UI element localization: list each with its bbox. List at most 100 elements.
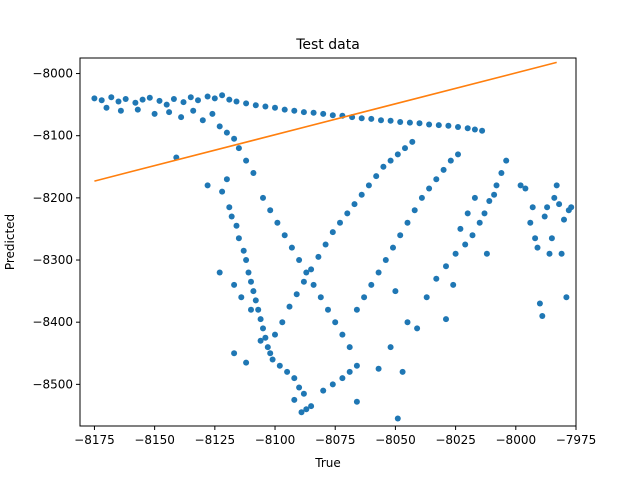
scatter-point (228, 213, 235, 220)
x-tick-label: −8100 (255, 433, 296, 447)
scatter-point (368, 115, 375, 122)
scatter-point (320, 387, 327, 394)
scatter-point (387, 344, 394, 351)
scatter-point (223, 176, 230, 183)
scatter-point (358, 191, 365, 198)
y-tick-label: −8000 (32, 67, 73, 81)
scatter-point (170, 96, 177, 102)
scatter-point (450, 281, 457, 288)
scatter-point (231, 135, 238, 142)
scatter-point (284, 368, 291, 375)
scatter-point (539, 313, 546, 319)
x-axis: −8175 −8150 −8125 −8100 −8075 −8050 −8025 −8000… (74, 426, 596, 447)
scatter-point (303, 269, 310, 276)
scatter-point (315, 253, 322, 260)
x-tick-label: −8150 (134, 433, 175, 447)
scatter-point (231, 281, 238, 288)
scatter-points (91, 92, 575, 422)
scatter-point (455, 124, 461, 130)
scatter-point (455, 151, 461, 158)
scatter-point (558, 250, 565, 257)
x-tick-label: −8125 (195, 433, 236, 447)
scatter-point (435, 122, 442, 129)
y-tick-label: −8200 (32, 191, 73, 205)
scatter-point (264, 344, 271, 351)
scatter-point (310, 109, 317, 116)
scatter-point (219, 92, 226, 99)
scatter-point (346, 344, 353, 351)
scatter-point (317, 294, 324, 301)
scatter-point (382, 257, 389, 263)
scatter-point (296, 384, 303, 391)
x-tick-label: −8025 (435, 433, 476, 447)
scatter-point (180, 99, 187, 106)
scatter-point (252, 102, 259, 109)
scatter-point (166, 109, 173, 116)
scatter-point (272, 104, 278, 111)
scatter-point (493, 182, 500, 189)
scatter-point (346, 368, 353, 375)
scatter-point (151, 110, 158, 117)
scatter-point (260, 194, 266, 201)
scatter-point (373, 173, 380, 180)
scatter-point (320, 110, 327, 117)
scatter-point (443, 316, 449, 323)
scatter-point (291, 107, 298, 114)
scatter-point (329, 381, 336, 388)
scatter-point (300, 109, 307, 116)
scatter-point (216, 269, 223, 276)
scatter-point (546, 250, 553, 257)
scatter-point (98, 97, 105, 104)
scatter-point (378, 117, 384, 124)
scatter-point (204, 93, 211, 100)
scatter-point (219, 188, 226, 195)
scatter-point (486, 198, 493, 204)
scatter-point (293, 291, 300, 298)
scatter-point (544, 204, 551, 211)
scatter-point (267, 350, 274, 357)
scatter-point (426, 185, 433, 192)
scatter-point (291, 375, 298, 382)
scatter-point (240, 247, 247, 254)
scatter-point (226, 204, 233, 211)
scatter-point (402, 145, 408, 152)
scatter-point (243, 157, 250, 164)
scatter-point (568, 204, 575, 211)
scatter-point (243, 100, 250, 107)
scatter-point (443, 263, 449, 270)
scatter-point (178, 114, 185, 121)
scatter-point (329, 112, 336, 119)
y-tick-label: −8500 (32, 377, 73, 391)
scatter-point (281, 106, 288, 113)
scatter-point (122, 96, 129, 102)
scatter-point (483, 250, 490, 257)
scatter-point (274, 219, 281, 226)
scatter-point (534, 244, 541, 251)
scatter-point (409, 138, 416, 145)
scatter-point (308, 266, 315, 273)
scatter-point (235, 145, 242, 152)
scatter-point (344, 210, 351, 217)
scatter-point (563, 294, 570, 301)
scatter-point (471, 126, 478, 133)
scatter-point (279, 319, 286, 326)
scatter-point (337, 219, 343, 226)
scatter-point (423, 294, 430, 301)
scatter-point (322, 241, 329, 248)
scatter-point (298, 409, 305, 416)
scatter-point (103, 104, 110, 111)
scatter-point (291, 396, 298, 403)
scatter-point (134, 106, 141, 113)
fit-line (94, 61, 557, 182)
scatter-point (433, 176, 440, 183)
scatter-point (397, 232, 404, 239)
scatter-point (332, 319, 339, 326)
scatter-point (397, 119, 404, 125)
scatter-point (375, 365, 382, 372)
scatter-point (235, 235, 242, 242)
scatter-point (503, 157, 510, 164)
scatter-point (365, 182, 372, 189)
scatter-point (353, 306, 360, 313)
scatter-point (416, 120, 423, 127)
